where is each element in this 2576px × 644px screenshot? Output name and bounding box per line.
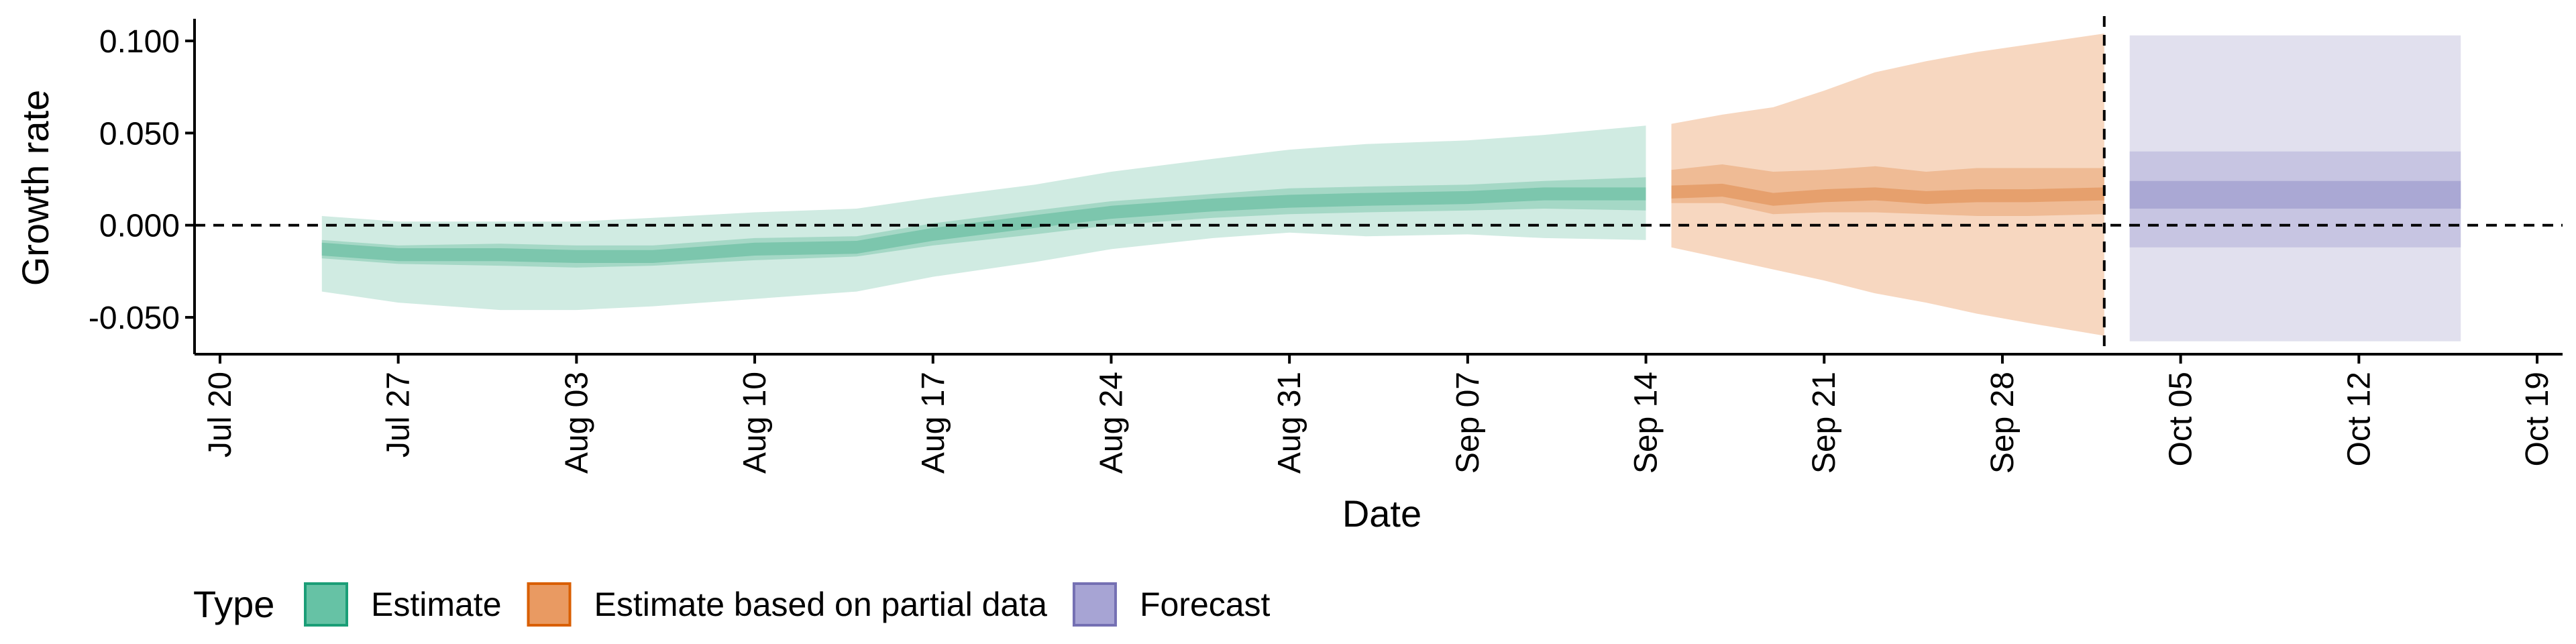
x-tick-label: Sep 14 — [1629, 372, 1664, 474]
x-tick-label: Aug 10 — [737, 372, 773, 474]
x-tick-label: Aug 24 — [1093, 372, 1129, 474]
x-tick-label: Aug 31 — [1272, 372, 1307, 474]
x-tick-label: Sep 21 — [1807, 372, 1842, 474]
labels-layer: Growth rate Date — [14, 90, 1421, 535]
y-tick-label: 0.050 — [99, 116, 180, 152]
x-axis-title: Date — [1342, 492, 1421, 535]
legend-title: Type — [193, 583, 274, 625]
legend-label-estimate: Estimate — [371, 586, 502, 623]
x-tick-label: Oct 05 — [2163, 372, 2199, 466]
legend-label-forecast: Forecast — [1140, 586, 1271, 623]
x-tick-label: Oct 12 — [2341, 372, 2377, 466]
y-axis-title: Growth rate — [14, 90, 56, 286]
y-tick-label: 0.100 — [99, 24, 180, 60]
x-tick-label: Sep 28 — [1985, 372, 2021, 474]
estimate-based-on-partial-data-median-band — [1671, 183, 2104, 206]
bands-layer — [321, 34, 2461, 341]
x-tick-label: Jul 27 — [381, 372, 417, 458]
legend-swatch-estimate-based-on-partial-data — [527, 582, 572, 627]
x-tick-label: Jul 20 — [203, 372, 238, 458]
x-tick-label: Oct 19 — [2520, 372, 2555, 466]
y-tick-label: -0.050 — [89, 301, 180, 336]
axes-layer: 0.100 0.050 0.000 -0.050 Jul 20 Jul 27 Aug 03 A… — [89, 19, 2563, 474]
reference-lines — [195, 16, 2563, 354]
legend-label-estimate-based-on-partial-data: Estimate based on partial data — [594, 586, 1048, 623]
x-tick-label: Aug 03 — [559, 372, 594, 474]
forecast-50-band — [2129, 180, 2461, 209]
x-tick-label: Sep 07 — [1450, 372, 1486, 474]
legend: Type Estimate Estimate based on partial d… — [193, 582, 1271, 627]
y-tick-label: 0.000 — [99, 209, 180, 244]
legend-swatch-forecast — [1072, 582, 1117, 627]
x-tick-label: Aug 17 — [916, 372, 951, 474]
legend-swatch-estimate — [304, 582, 348, 627]
